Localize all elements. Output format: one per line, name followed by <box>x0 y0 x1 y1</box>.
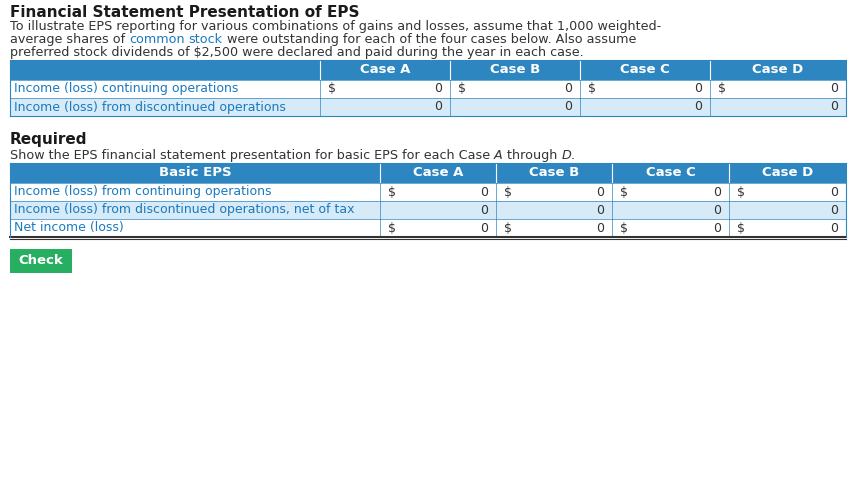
Text: 0: 0 <box>830 203 838 217</box>
Text: $: $ <box>504 221 512 235</box>
Text: Case B: Case B <box>490 64 540 76</box>
Text: 0: 0 <box>694 100 702 114</box>
Text: 0: 0 <box>564 82 572 96</box>
Text: common: common <box>129 33 185 46</box>
Bar <box>10 163 846 183</box>
Text: 0: 0 <box>830 186 838 198</box>
Text: $: $ <box>737 221 745 235</box>
Text: 0: 0 <box>713 186 721 198</box>
Text: 0: 0 <box>434 82 442 96</box>
Text: 0: 0 <box>830 221 838 235</box>
Text: 0: 0 <box>830 82 838 96</box>
Text: $: $ <box>588 82 596 96</box>
Text: 0: 0 <box>713 203 721 217</box>
Text: 0: 0 <box>480 221 488 235</box>
Text: $: $ <box>620 221 628 235</box>
Text: 0: 0 <box>596 186 604 198</box>
Text: $: $ <box>620 186 628 198</box>
Text: average shares of: average shares of <box>10 33 129 46</box>
Text: 0: 0 <box>564 100 572 114</box>
Text: $: $ <box>458 82 466 96</box>
Text: Case B: Case B <box>529 167 580 179</box>
Text: $: $ <box>737 186 745 198</box>
Text: Case D: Case D <box>752 64 804 76</box>
Bar <box>10 183 846 201</box>
Text: $: $ <box>328 82 336 96</box>
Text: .: . <box>571 149 575 162</box>
Text: 0: 0 <box>480 186 488 198</box>
Text: stock: stock <box>189 33 223 46</box>
Text: Case C: Case C <box>620 64 670 76</box>
Text: 0: 0 <box>596 203 604 217</box>
Text: $: $ <box>504 186 512 198</box>
Text: 0: 0 <box>434 100 442 114</box>
Text: Net income (loss): Net income (loss) <box>14 221 124 235</box>
Text: Case A: Case A <box>413 167 463 179</box>
Text: $: $ <box>388 221 396 235</box>
Text: A: A <box>494 149 502 162</box>
Text: Check: Check <box>19 254 63 268</box>
Text: Income (loss) continuing operations: Income (loss) continuing operations <box>14 82 238 96</box>
Text: $: $ <box>388 186 396 198</box>
Text: through: through <box>502 149 562 162</box>
Bar <box>10 60 846 80</box>
Text: Show the EPS financial statement presentation for basic EPS for each Case: Show the EPS financial statement present… <box>10 149 494 162</box>
Text: Basic EPS: Basic EPS <box>158 167 231 179</box>
Text: 0: 0 <box>694 82 702 96</box>
Text: Income (loss) from continuing operations: Income (loss) from continuing operations <box>14 186 271 198</box>
Bar <box>10 249 72 273</box>
Text: 0: 0 <box>480 203 488 217</box>
Text: $: $ <box>718 82 726 96</box>
Text: Case C: Case C <box>645 167 695 179</box>
Bar <box>10 201 846 219</box>
Text: To illustrate EPS reporting for various combinations of gains and losses, assume: To illustrate EPS reporting for various … <box>10 20 661 33</box>
Text: Case D: Case D <box>762 167 813 179</box>
Text: Financial Statement Presentation of EPS: Financial Statement Presentation of EPS <box>10 5 360 20</box>
Text: Required: Required <box>10 132 87 147</box>
Bar <box>10 219 846 237</box>
Text: Income (loss) from discontinued operations, net of tax: Income (loss) from discontinued operatio… <box>14 203 354 217</box>
Text: Case A: Case A <box>360 64 410 76</box>
Text: D: D <box>562 149 571 162</box>
Text: were outstanding for each of the four cases below. Also assume: were outstanding for each of the four ca… <box>223 33 636 46</box>
Text: 0: 0 <box>713 221 721 235</box>
Text: 0: 0 <box>830 100 838 114</box>
Text: Income (loss) from discontinued operations: Income (loss) from discontinued operatio… <box>14 100 286 114</box>
Bar <box>10 98 846 116</box>
Text: 0: 0 <box>596 221 604 235</box>
Text: preferred stock dividends of $2,500 were declared and paid during the year in ea: preferred stock dividends of $2,500 were… <box>10 46 584 59</box>
Bar <box>10 80 846 98</box>
